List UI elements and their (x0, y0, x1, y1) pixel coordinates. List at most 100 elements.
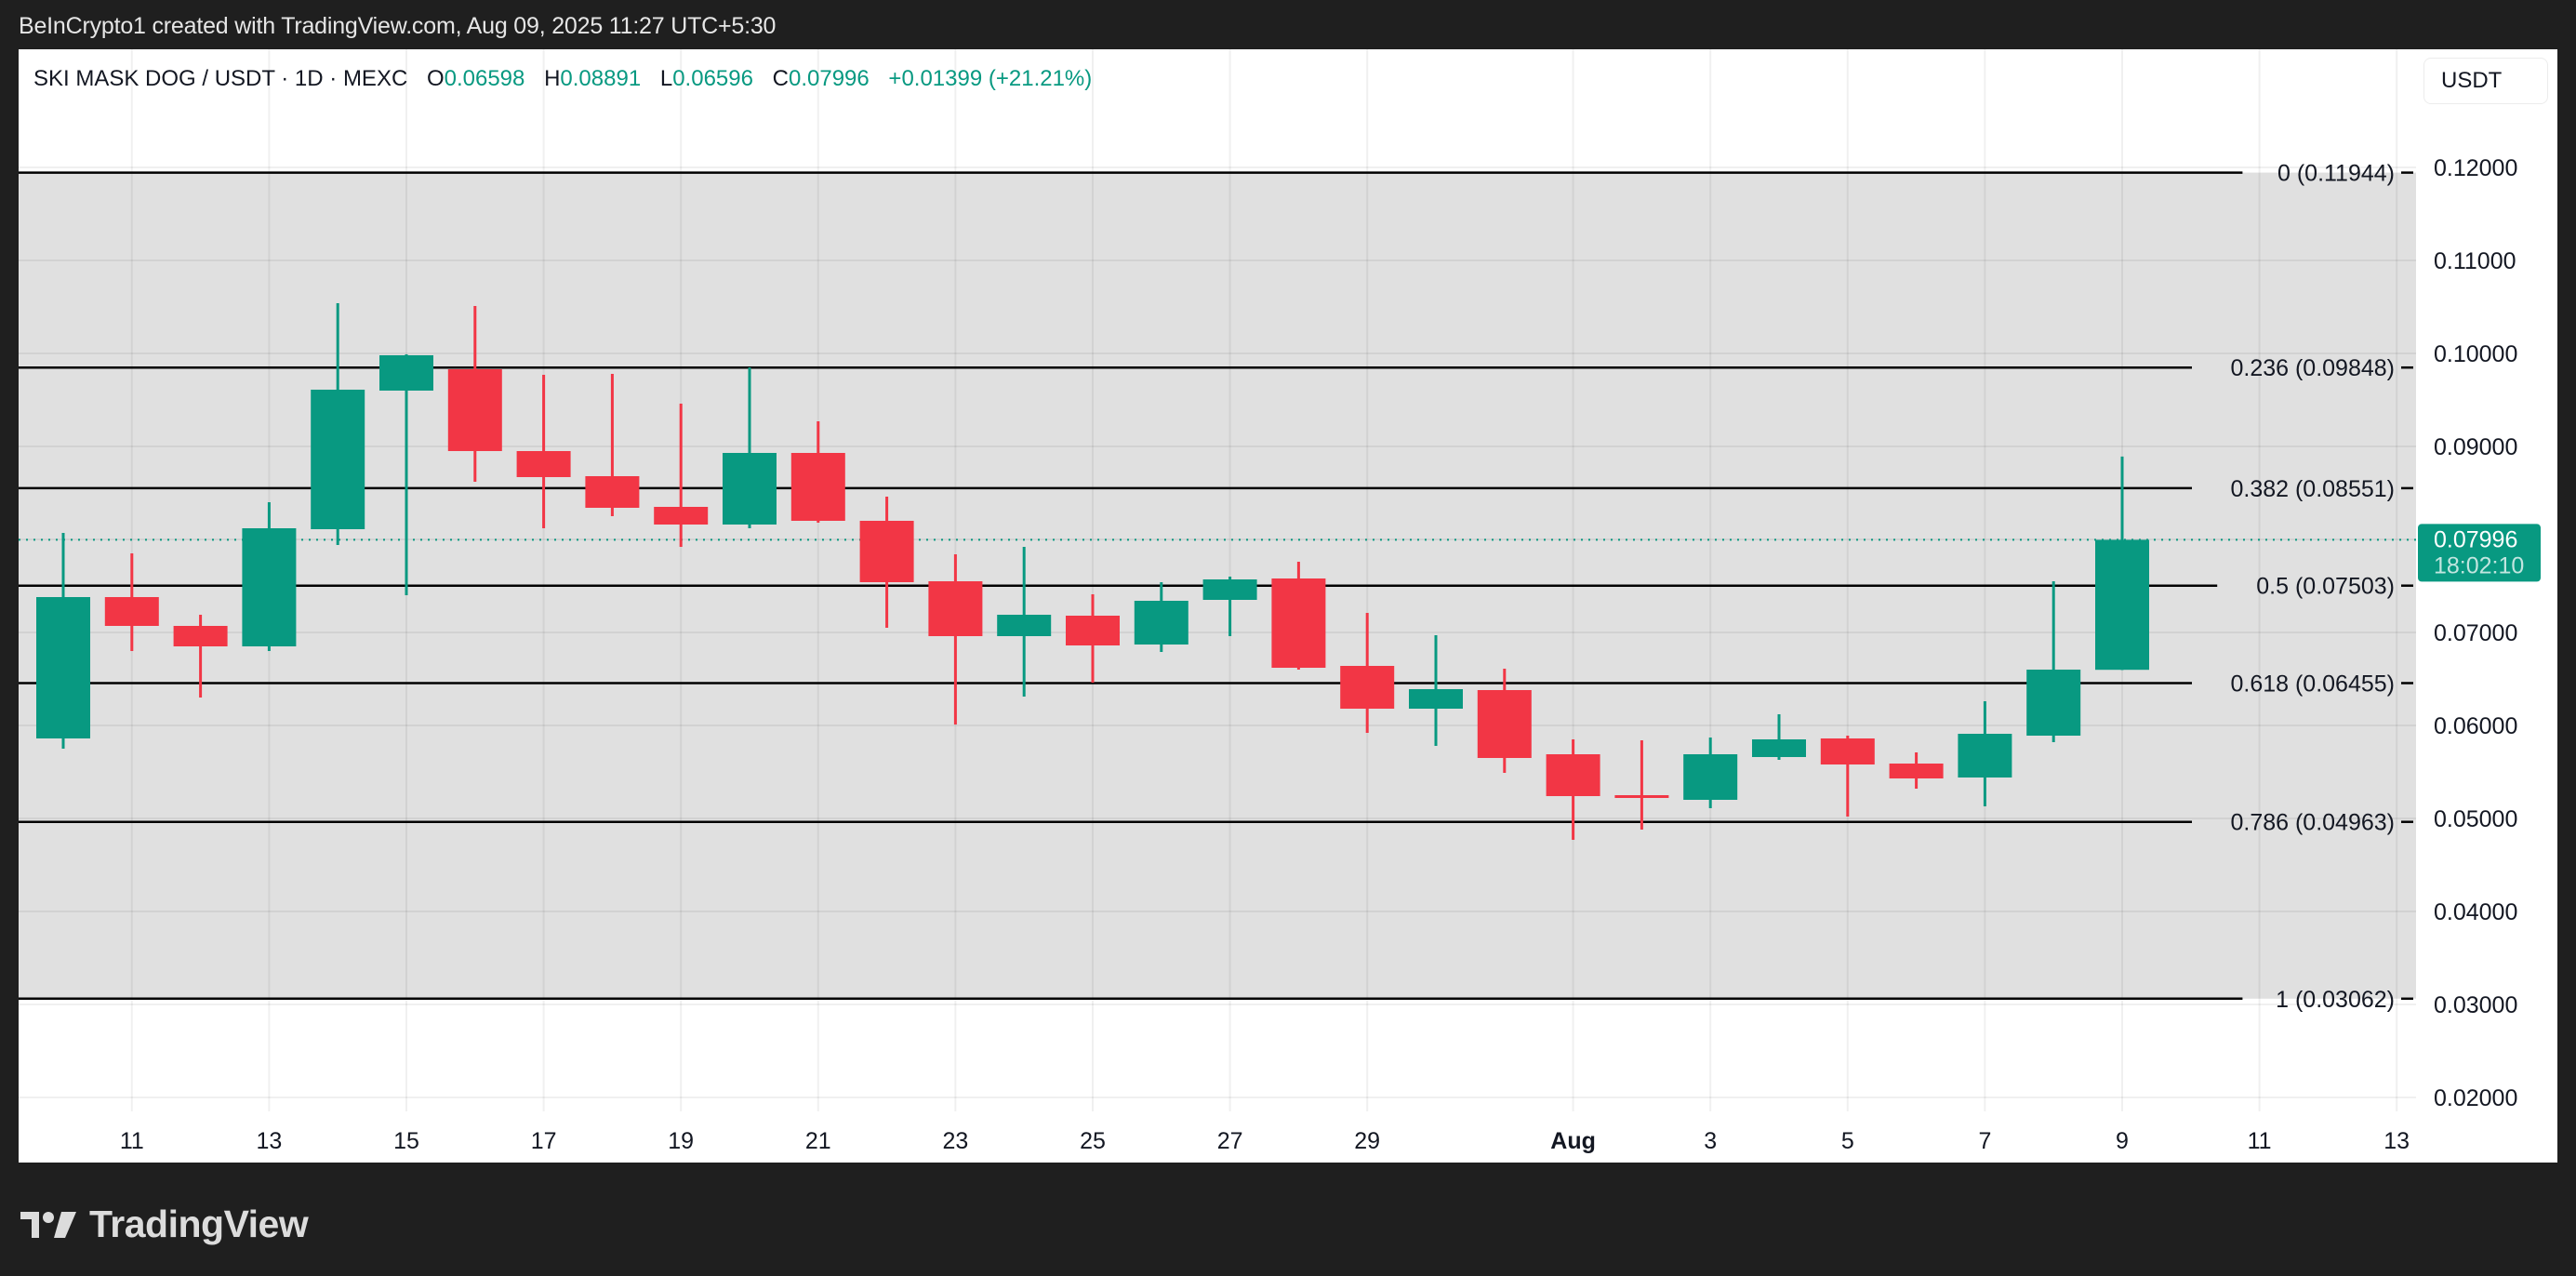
currency-unit-button[interactable]: USDT (2423, 58, 2548, 104)
time-axis-label: 19 (668, 1128, 694, 1154)
candle-body (1477, 690, 1532, 758)
symbol-legend: SKI MASK DOG / USDT · 1D · MEXC O0.06598… (33, 66, 1092, 92)
candle-wick (610, 374, 614, 516)
candle-2025-08-07[interactable] (1958, 701, 2012, 806)
candle-2025-07-31[interactable] (1477, 669, 1532, 773)
candle-2025-07-11[interactable] (104, 553, 159, 651)
candle-2025-07-21[interactable] (790, 421, 845, 523)
time-axis-label: 23 (942, 1128, 968, 1154)
time-axis-label: 5 (1841, 1128, 1854, 1154)
price-axis-label: 0.02000 (2434, 1085, 2517, 1111)
price-axis-label: 0.09000 (2434, 434, 2517, 460)
candle-2025-07-20[interactable] (723, 367, 777, 528)
price-axis-label: 0.11000 (2434, 248, 2516, 274)
candle-body (1271, 578, 1326, 668)
time-axis-label: 21 (805, 1128, 831, 1154)
candle-body (173, 626, 228, 646)
price-axis-label: 0.07000 (2434, 620, 2517, 646)
price-axis-label: 0.04000 (2434, 899, 2517, 925)
candle-body (1958, 734, 2012, 778)
candle-body (790, 453, 845, 521)
price-axis-label: 0.03000 (2434, 992, 2517, 1018)
low-label: L (659, 66, 673, 91)
candle-body (1820, 738, 1875, 764)
candle-body (997, 615, 1052, 636)
time-axis-label: 25 (1080, 1128, 1106, 1154)
candle-body (1683, 754, 1738, 800)
candle-wick (2052, 581, 2055, 742)
candle-wick (1846, 736, 1850, 817)
candle-2025-08-05[interactable] (1820, 736, 1875, 817)
tradingview-logo[interactable]: TradingView (20, 1203, 309, 1246)
candle-2025-07-18[interactable] (585, 374, 640, 516)
candle-body (447, 369, 502, 451)
chart-panel: 11 13 15 17 19 21 23 25 27 29 Aug 3 5 7 9 11 13 0 (0.1194… (19, 49, 2557, 1163)
candle-wick (679, 404, 683, 547)
candle-2025-07-17[interactable] (516, 375, 571, 528)
candle-body (516, 451, 571, 477)
candle-2025-07-28[interactable] (1271, 562, 1326, 670)
candle-2025-07-16[interactable] (447, 306, 502, 482)
candle-body (379, 355, 433, 391)
tradingview-wordmark: TradingView (89, 1203, 309, 1245)
candle-2025-07-29[interactable] (1340, 613, 1395, 733)
time-axis-label: 27 (1217, 1128, 1243, 1154)
tradingview-logo-icon (20, 1211, 76, 1238)
candlestick-chart[interactable]: 11 13 15 17 19 21 23 25 27 29 Aug 3 5 7 9 11 13 0 (0.1194… (19, 49, 2557, 1163)
candle-2025-08-03[interactable] (1683, 738, 1738, 808)
candle-2025-07-13[interactable] (242, 502, 297, 651)
last-price-value: 0.07996 (2434, 526, 2517, 552)
candle-body (1889, 764, 1944, 778)
candle-2025-07-14[interactable] (311, 303, 365, 545)
fib-level-label: 0.5 (0.07503) (2256, 574, 2395, 600)
candle-wick (1777, 714, 1781, 760)
candle-2025-07-19[interactable] (654, 404, 709, 547)
chart-credit: BeInCrypto1 created with TradingView.com… (19, 13, 777, 39)
high-value: 0.08891 (560, 66, 642, 91)
symbol-title[interactable]: SKI MASK DOG / USDT · 1D · MEXC (33, 66, 408, 91)
candle-2025-07-22[interactable] (859, 497, 914, 628)
candle-body (1614, 795, 1669, 798)
candle-wick (199, 615, 203, 698)
fib-level-label: 0.382 (0.08551) (2230, 476, 2395, 502)
candle-body (242, 528, 297, 646)
time-axis-label: 7 (1978, 1128, 1991, 1154)
candle-2025-07-15[interactable] (379, 354, 433, 595)
candle-body (859, 521, 914, 582)
high-label: H (544, 66, 561, 91)
candle-wick (953, 554, 957, 724)
candle-body (723, 453, 777, 525)
candle-2025-08-09[interactable] (2095, 456, 2149, 671)
candle-2025-08-06[interactable] (1889, 752, 1944, 789)
close-label: C (772, 66, 789, 91)
candle-2025-07-25[interactable] (1066, 594, 1120, 683)
candle-body (654, 507, 709, 525)
candle-wick (1640, 740, 1643, 830)
time-axis-label: Aug (1550, 1128, 1596, 1154)
open-label: O (426, 66, 445, 91)
candle-2025-08-08[interactable] (2026, 581, 2081, 742)
candle-2025-07-27[interactable] (1202, 577, 1257, 636)
price-axis-label: 0.12000 (2434, 155, 2517, 181)
candle-2025-08-01[interactable] (1546, 739, 1600, 840)
candle-2025-08-02[interactable] (1614, 740, 1669, 830)
time-axis-label: 29 (1354, 1128, 1380, 1154)
bar-countdown: 18:02:10 (2434, 552, 2524, 578)
candle-body (311, 390, 365, 529)
price-axis-label: 0.10000 (2434, 341, 2517, 367)
candle-2025-07-12[interactable] (173, 615, 228, 698)
candle-body (1340, 666, 1395, 709)
candle-body (1134, 601, 1188, 645)
price-axis-label: 0.06000 (2434, 713, 2517, 739)
fib-level-label: 0.236 (0.09848) (2230, 355, 2395, 381)
candle-2025-08-04[interactable] (1752, 714, 1806, 760)
candle-body (36, 597, 90, 738)
candle-body (1066, 616, 1120, 645)
candle-2025-07-23[interactable] (928, 554, 983, 724)
candle-2025-07-24[interactable] (997, 547, 1052, 697)
change-value: +0.01399 (+21.21%) (888, 66, 1093, 91)
candle-2025-07-10[interactable] (36, 533, 90, 749)
candle-2025-07-26[interactable] (1134, 582, 1188, 652)
time-axis-label: 3 (1704, 1128, 1717, 1154)
candle-2025-07-30[interactable] (1409, 635, 1463, 746)
